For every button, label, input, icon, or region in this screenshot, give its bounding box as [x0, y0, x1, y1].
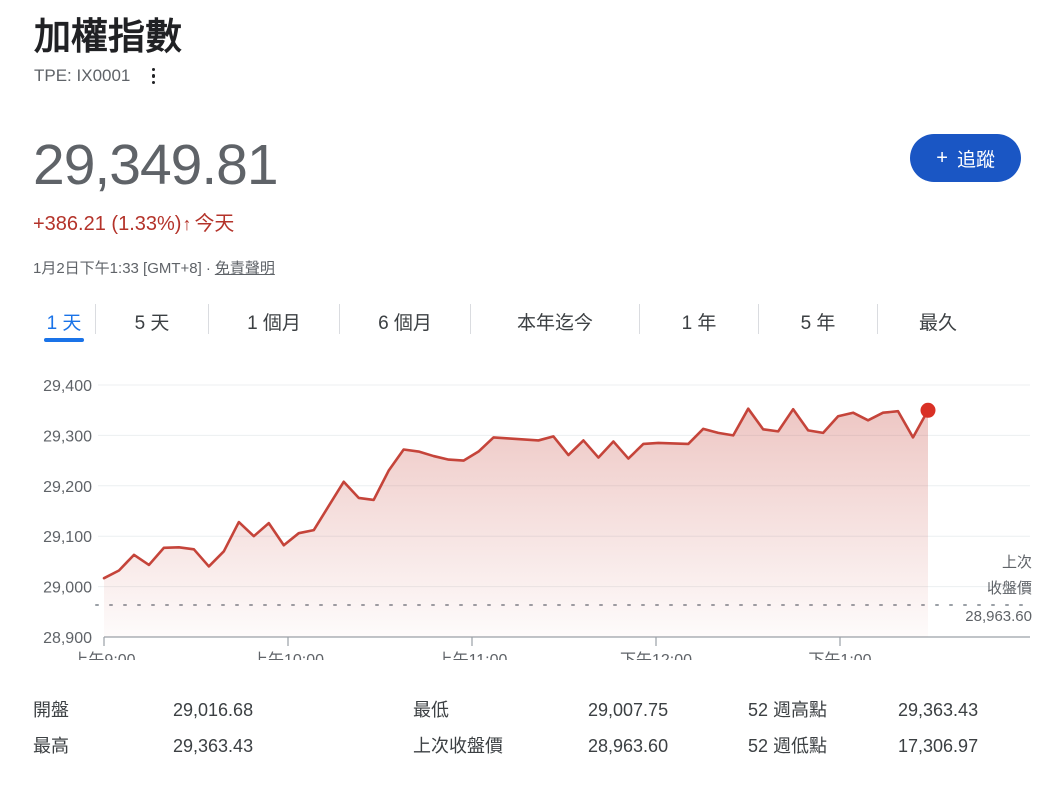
tab-label: 1 天: [46, 313, 82, 334]
stat-value: 29,363.43: [173, 736, 254, 756]
tab-range-4[interactable]: 本年迄今: [471, 300, 639, 344]
kebab-menu-icon[interactable]: [144, 65, 162, 87]
x-axis-label: 下午1:00: [808, 651, 871, 660]
tab-label: 5 天: [134, 313, 170, 334]
timestamp-separator: ·: [205, 260, 211, 277]
plus-icon: +: [936, 147, 948, 169]
tab-separator: [639, 304, 640, 334]
chart-area-fill: [104, 408, 928, 637]
stats-table: 開盤 29,016.68 最低 29,007.75 52 週高點 29,363.43 最高 2…: [33, 698, 1023, 759]
tab-range-3[interactable]: 6 個月: [340, 300, 470, 344]
x-axis-label: 上午9:00: [72, 651, 135, 660]
chart-line: [102, 407, 930, 580]
tab-label: 最久: [918, 313, 957, 334]
y-axis-label: 29,400: [43, 378, 92, 395]
stat-value: 28,963.60: [588, 736, 669, 756]
stat-value: 17,306.97: [898, 736, 979, 756]
tab-label: 本年迄今: [516, 313, 593, 334]
tab-label: 6 個月: [378, 313, 432, 334]
tab-range-7[interactable]: 最久: [878, 300, 998, 344]
arrow-up-icon: ↑: [182, 214, 192, 234]
tab-range-2[interactable]: 1 個月: [209, 300, 339, 344]
tab-range-1[interactable]: 5 天: [96, 300, 208, 344]
price-chart[interactable]: 29,400 29,300 29,200 29,100 29,000 28,900 上午9:…: [0, 360, 1049, 660]
price-change: +386.21 (1.33%) ↑ 今天: [33, 211, 234, 237]
disclaimer-link[interactable]: 免責聲明: [214, 260, 275, 277]
y-axis-label: 28,900: [43, 630, 92, 647]
stat-label: 最低: [413, 700, 449, 720]
previous-close-annotation: 上次: [1002, 554, 1032, 571]
tab-label: 1 年: [681, 313, 717, 334]
page-title: 加權指數: [34, 16, 182, 57]
stat-label: 上次收盤價: [413, 736, 503, 756]
x-axis-label: 下午12:00: [620, 651, 692, 660]
follow-button-label: 追蹤: [956, 149, 995, 171]
price-chart-svg[interactable]: 29,400 29,300 29,200 29,100 29,000 28,900 上午9:…: [0, 360, 1049, 660]
tab-separator: [470, 304, 471, 334]
previous-close-annotation: 收盤價: [987, 580, 1032, 597]
tab-separator: [877, 304, 878, 334]
y-axis-label: 29,100: [43, 529, 92, 546]
stat-value: 29,007.75: [588, 700, 669, 720]
tab-separator: [758, 304, 759, 334]
tab-label: 1 個月: [247, 313, 301, 334]
y-axis-label: 29,000: [43, 580, 92, 597]
price-change-period: 今天: [194, 213, 235, 235]
ticker-row: TPE: IX0001: [34, 65, 182, 87]
current-price: 29,349.81: [33, 133, 279, 197]
y-axis-label: 29,200: [43, 479, 92, 496]
tab-separator: [208, 304, 209, 334]
tab-separator: [95, 304, 96, 334]
x-axis-label: 上午11:00: [437, 651, 508, 660]
quote-header: 加權指數 TPE: IX0001: [34, 14, 182, 87]
stat-label: 52 週低點: [748, 736, 828, 756]
stat-value: 29,016.68: [173, 700, 254, 720]
quote-timestamp-row: 1月2日下午1:33 [GMT+8] · 免責聲明: [33, 258, 275, 280]
tab-range-6[interactable]: 5 年: [759, 300, 877, 344]
last-price-marker: [920, 402, 936, 418]
stat-label: 最高: [33, 736, 69, 756]
follow-button[interactable]: + 追蹤: [910, 134, 1021, 182]
previous-close-value: 28,963.60: [965, 608, 1032, 625]
price-change-value: +386.21 (1.33%): [33, 213, 182, 235]
quote-timestamp: 1月2日下午1:33 [GMT+8]: [33, 260, 202, 277]
x-axis-label: 上午10:00: [252, 651, 324, 660]
tab-range-5[interactable]: 1 年: [640, 300, 758, 344]
tab-separator: [339, 304, 340, 334]
y-axis-label: 29,300: [43, 428, 92, 445]
stat-value: 29,363.43: [898, 700, 979, 720]
tab-label: 5 年: [800, 313, 836, 334]
tab-active-underline: [44, 338, 84, 342]
stat-label: 52 週高點: [748, 700, 828, 720]
tab-range-0[interactable]: 1 天: [33, 300, 95, 344]
stat-label: 開盤: [33, 700, 69, 720]
range-tabs: 1 天 5 天 1 個月 6 個月 本年迄今 1 年 5 年 最久: [33, 300, 1030, 344]
ticker-symbol: TPE: IX0001: [34, 66, 131, 85]
